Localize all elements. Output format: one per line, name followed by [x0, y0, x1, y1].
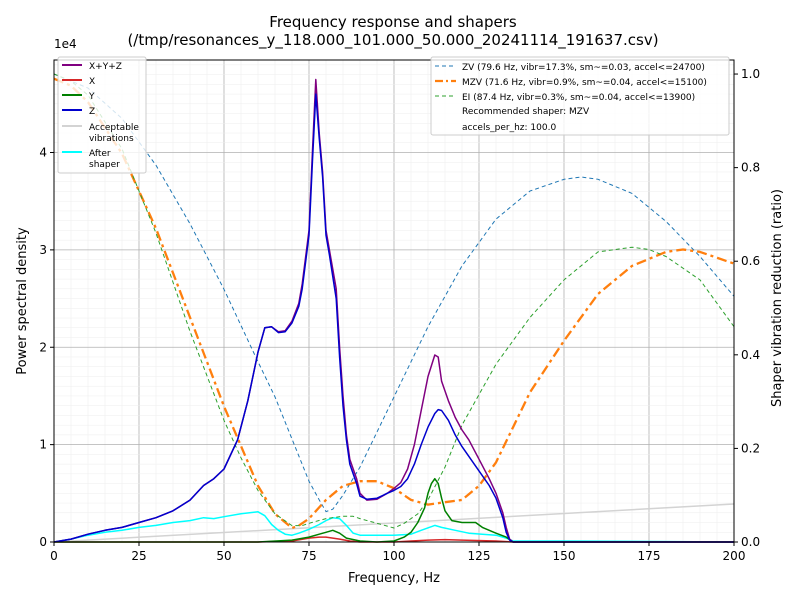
legend-label: shaper — [89, 160, 120, 170]
y-tick-label: 3 — [39, 243, 47, 257]
legend-left-box — [57, 56, 147, 174]
y-multiplier-label: 1e4 — [54, 37, 77, 51]
series-line-y — [54, 477, 734, 543]
y-tick-label: 0 — [39, 535, 47, 549]
x-tick-label: 100 — [383, 549, 406, 563]
y-tick-label: 2 — [39, 340, 47, 354]
legend-label: Acceptable — [89, 123, 139, 133]
x-axis-label: Frequency, Hz — [348, 571, 440, 586]
y2-tick-label: 0.0 — [741, 535, 760, 549]
legend-label: ZV (79.6 Hz, vibr=17.3%, sm~=0.03, accel… — [462, 63, 705, 73]
x-tick-label: 0 — [50, 549, 58, 563]
y2-tick-label: 0.6 — [741, 254, 760, 268]
y2-tick-label: 0.4 — [741, 348, 760, 362]
x-tick-label: 25 — [131, 549, 146, 563]
legend-right-box — [430, 56, 730, 136]
x-tick-label: 75 — [301, 549, 316, 563]
y2-axis-label: Shaper vibration reduction (ratio) — [770, 189, 785, 407]
x-tick-label: 50 — [216, 549, 231, 563]
x-tick-label: 125 — [468, 549, 491, 563]
x-tick-label: 200 — [723, 549, 746, 563]
series-line-ei — [53, 73, 735, 529]
legend-label: X — [89, 77, 95, 87]
y2-tick-label: 1.0 — [741, 67, 760, 81]
x-tick-label: 150 — [553, 549, 576, 563]
legend-label: EI (87.4 Hz, vibr=0.3%, sm~=0.04, accel<… — [462, 93, 695, 103]
y-tick-label: 1 — [39, 438, 47, 452]
legend-label: After — [89, 149, 111, 159]
legend-label: Y — [88, 92, 95, 102]
chart-subtitle: (/tmp/resonances_y_118.000_101.000_50.00… — [127, 31, 658, 50]
legend-label: Z — [89, 107, 95, 117]
series-line-mzv — [53, 77, 735, 530]
chart-title: Frequency response and shapers — [269, 13, 517, 31]
x-tick-label: 175 — [638, 549, 661, 563]
series-line-zv — [53, 73, 735, 513]
series-line-acceptable — [53, 503, 735, 543]
y2-tick-label: 0.2 — [741, 441, 760, 455]
legend-right: ZV (79.6 Hz, vibr=17.3%, sm~=0.03, accel… — [430, 56, 730, 136]
legend-note: Recommended shaper: MZV — [462, 107, 590, 117]
legend-label: vibrations — [89, 134, 134, 144]
y-axis-label: Power spectral density — [15, 227, 30, 375]
legend-note: accels_per_hz: 100.0 — [462, 123, 556, 133]
axis-ticks: 0 25 50 75 100 125 150 175 200 0 1 2 3 4 0.0 0.2 0.4 0.6 0… — [39, 67, 760, 563]
y2-tick-label: 0.8 — [741, 161, 760, 175]
legend-label: X+Y+Z — [89, 62, 122, 72]
legend-label: MZV (71.6 Hz, vibr=0.9%, sm~=0.04, accel… — [462, 78, 707, 88]
series-line-after — [53, 511, 735, 543]
y-tick-label: 4 — [39, 146, 47, 160]
series-line-z — [53, 93, 734, 543]
